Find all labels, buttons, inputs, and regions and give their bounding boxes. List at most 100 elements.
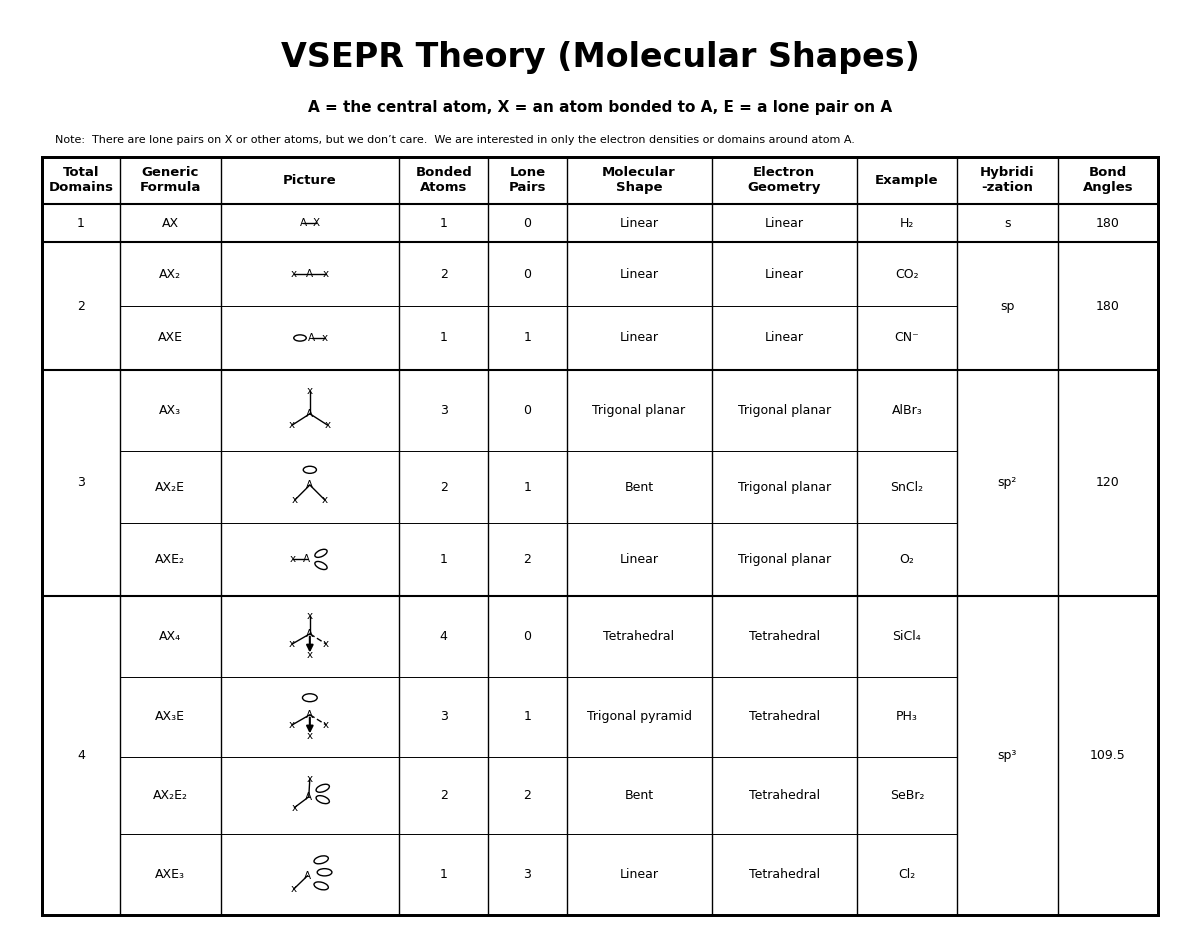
Text: SnCl₂: SnCl₂	[890, 480, 924, 493]
Text: x: x	[307, 651, 313, 660]
Text: AX₂E: AX₂E	[155, 480, 185, 493]
Text: 1: 1	[523, 710, 532, 723]
Text: Tetrahedral: Tetrahedral	[604, 629, 674, 642]
Text: x: x	[289, 720, 295, 730]
Text: sp: sp	[1000, 299, 1014, 312]
Text: sp²: sp²	[997, 476, 1018, 489]
Text: AX₃E: AX₃E	[155, 710, 185, 723]
Text: Bond
Angles: Bond Angles	[1082, 167, 1133, 195]
Text: A: A	[306, 629, 313, 639]
Text: x: x	[323, 639, 329, 649]
Text: 3: 3	[77, 476, 85, 489]
Text: x: x	[323, 269, 329, 279]
Text: A: A	[306, 480, 313, 490]
Text: 4: 4	[77, 749, 85, 762]
Text: 1: 1	[440, 868, 448, 881]
Text: Generic
Formula: Generic Formula	[139, 167, 202, 195]
Text: A: A	[306, 409, 313, 419]
Text: x: x	[307, 731, 313, 742]
Text: 2: 2	[440, 789, 448, 802]
Text: x: x	[290, 269, 296, 279]
Text: Trigonal pyramid: Trigonal pyramid	[587, 710, 691, 723]
Text: Molecular
Shape: Molecular Shape	[602, 167, 676, 195]
Text: PH₃: PH₃	[896, 710, 918, 723]
Text: 3: 3	[523, 868, 532, 881]
Text: Tetrahedral: Tetrahedral	[749, 710, 820, 723]
Text: 1: 1	[440, 217, 448, 230]
Text: Picture: Picture	[283, 174, 337, 187]
Text: Linear: Linear	[619, 868, 659, 881]
Text: 2: 2	[440, 268, 448, 281]
Text: 2: 2	[523, 552, 532, 565]
Text: A: A	[304, 554, 311, 565]
Text: 1: 1	[523, 332, 532, 345]
Text: x: x	[292, 495, 298, 505]
Text: 0: 0	[523, 404, 532, 417]
Text: Linear: Linear	[764, 217, 804, 230]
Text: VSEPR Theory (Molecular Shapes): VSEPR Theory (Molecular Shapes)	[281, 41, 919, 73]
Text: x: x	[322, 333, 328, 343]
Text: Linear: Linear	[619, 217, 659, 230]
Text: Bent: Bent	[624, 480, 654, 493]
Text: Linear: Linear	[619, 268, 659, 281]
Text: x: x	[292, 803, 298, 813]
Text: x: x	[290, 884, 296, 895]
Text: A: A	[300, 218, 307, 228]
Text: Electron
Geometry: Electron Geometry	[748, 167, 821, 195]
Text: 3: 3	[440, 710, 448, 723]
Text: 3: 3	[440, 404, 448, 417]
Text: Trigonal planar: Trigonal planar	[738, 404, 830, 417]
Text: AX₂E₂: AX₂E₂	[152, 789, 188, 802]
Text: 0: 0	[523, 268, 532, 281]
Text: A = the central atom, X = an atom bonded to A, E = a lone pair on A: A = the central atom, X = an atom bonded…	[308, 99, 892, 115]
Bar	[42, 157, 1158, 915]
Text: 109.5: 109.5	[1090, 749, 1126, 762]
Text: SiCl₄: SiCl₄	[893, 629, 922, 642]
Text: Trigonal planar: Trigonal planar	[738, 552, 830, 565]
Text: 1: 1	[440, 332, 448, 345]
Text: s: s	[1004, 217, 1010, 230]
Text: A: A	[306, 269, 313, 279]
Text: A: A	[304, 870, 311, 881]
Text: X: X	[313, 218, 320, 228]
Text: Note:  There are lone pairs on X or other atoms, but we don’t care.  We are inte: Note: There are lone pairs on X or other…	[55, 135, 854, 145]
Text: AXE₂: AXE₂	[155, 552, 185, 565]
Text: x: x	[322, 495, 328, 505]
Text: Tetrahedral: Tetrahedral	[749, 868, 820, 881]
Text: H₂: H₂	[900, 217, 914, 230]
Text: Trigonal planar: Trigonal planar	[593, 404, 685, 417]
Text: 4: 4	[440, 629, 448, 642]
Text: Hybridi
-zation: Hybridi -zation	[980, 167, 1034, 195]
Text: 180: 180	[1096, 217, 1120, 230]
Text: x: x	[289, 554, 295, 565]
Text: 1: 1	[440, 552, 448, 565]
Text: CO₂: CO₂	[895, 268, 919, 281]
Text: Bent: Bent	[624, 789, 654, 802]
Text: A: A	[306, 710, 313, 719]
Text: 180: 180	[1096, 299, 1120, 312]
Text: Tetrahedral: Tetrahedral	[749, 789, 820, 802]
Text: Linear: Linear	[764, 268, 804, 281]
Text: sp³: sp³	[997, 749, 1018, 762]
Text: AX₂: AX₂	[160, 268, 181, 281]
Text: Lone
Pairs: Lone Pairs	[509, 167, 546, 195]
Text: x: x	[307, 387, 313, 396]
Text: Total
Domains: Total Domains	[48, 167, 114, 195]
Text: Trigonal planar: Trigonal planar	[738, 480, 830, 493]
Text: 120: 120	[1096, 476, 1120, 489]
Text: Linear: Linear	[619, 552, 659, 565]
Text: x: x	[289, 639, 295, 649]
Text: Linear: Linear	[619, 332, 659, 345]
Text: 1: 1	[77, 217, 85, 230]
Text: AX₃: AX₃	[160, 404, 181, 417]
Text: x: x	[307, 611, 313, 621]
Text: Tetrahedral: Tetrahedral	[749, 629, 820, 642]
Text: A: A	[308, 333, 316, 343]
Text: AX₄: AX₄	[160, 629, 181, 642]
Text: O₂: O₂	[900, 552, 914, 565]
Text: —: —	[305, 218, 316, 228]
Text: AXE₃: AXE₃	[155, 868, 185, 881]
Text: Cl₂: Cl₂	[899, 868, 916, 881]
Text: CN⁻: CN⁻	[894, 332, 919, 345]
Text: 0: 0	[523, 217, 532, 230]
